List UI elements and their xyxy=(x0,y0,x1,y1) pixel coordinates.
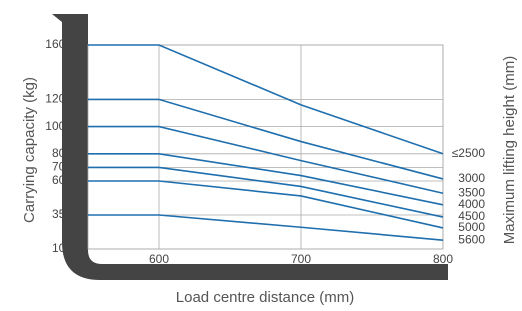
series-line xyxy=(88,154,443,205)
chart: Carrying capacity (kg) Load centre dista… xyxy=(0,0,522,311)
x-tick-label: 600 xyxy=(149,252,169,266)
series-line xyxy=(88,181,443,228)
legend-label: ≤2500 xyxy=(452,146,486,160)
y-tick-label: 800 xyxy=(52,146,72,160)
y-tick-label: 600 xyxy=(52,173,72,187)
legend-label: 5600 xyxy=(458,232,485,246)
y-tick-label: 700 xyxy=(52,160,72,174)
x-axis-title: Load centre distance (mm) xyxy=(176,289,354,306)
plot-frame xyxy=(88,45,443,249)
y-tick-label: 1000 xyxy=(45,119,72,133)
y-tick-label: 1200 xyxy=(45,92,72,106)
y2-axis-title: Maximum lifting height (mm) xyxy=(501,56,518,244)
y-tick-label: 350 xyxy=(52,207,72,221)
x-tick-label: 800 xyxy=(433,252,453,266)
series-line xyxy=(88,127,443,194)
y-tick-label: 1600 xyxy=(45,37,72,51)
y-tick-label: 100 xyxy=(52,241,72,255)
forklift-frame xyxy=(52,14,448,280)
legend-label: 3000 xyxy=(458,171,485,185)
series-line xyxy=(88,215,443,240)
y-axis-title: Carrying capacity (kg) xyxy=(21,77,38,223)
x-tick-label: 700 xyxy=(291,252,311,266)
